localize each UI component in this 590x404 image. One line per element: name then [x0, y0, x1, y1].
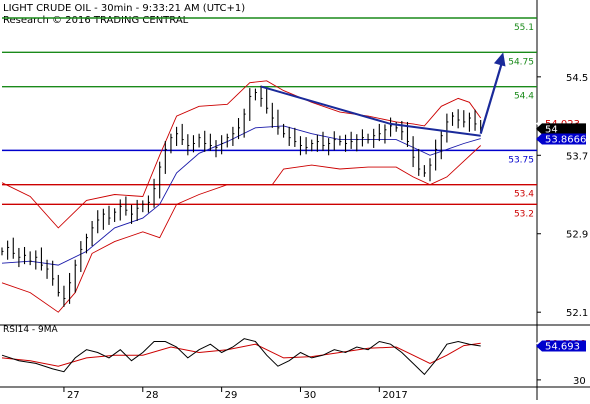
trendline — [260, 85, 481, 137]
time-tick-label: 28 — [146, 390, 159, 400]
price-tag-price: 54 — [536, 123, 586, 135]
x-axis: 27 28 29 30 2017 — [0, 386, 590, 401]
price-tag-moving_average-text: 53.8666 — [545, 134, 586, 145]
projection-arrow-shaft — [479, 58, 505, 135]
time-tick-label: 2017 — [382, 390, 407, 400]
research-credit: Research © 2016 TRADING CENTRAL — [3, 15, 189, 26]
price-tag-price-bg — [536, 123, 586, 135]
rsi-tag-rsi-bg — [536, 340, 586, 352]
level-label: 54.4 — [514, 92, 534, 102]
time-tick-label: 30 — [303, 390, 316, 400]
level-label: 53.4 — [514, 190, 534, 200]
price-tick-label: 54.5 — [566, 73, 588, 84]
level-label: 55.1 — [514, 23, 534, 33]
time-tick-label: 27 — [67, 390, 80, 400]
chart-title: LIGHT CRUDE OIL - 30min - 9:33:21 AM (UT… — [3, 3, 245, 14]
rsi-title: RSI14 - 9MA — [3, 325, 59, 335]
level-label: 54.75 — [508, 57, 534, 67]
rsi-tag-rsi-text: 54.693 — [545, 342, 580, 353]
bollinger-lower-line — [1, 145, 482, 313]
price-tick-label: 52.1 — [566, 308, 588, 319]
price-tag-price-text: 54 — [545, 124, 558, 135]
price-tick-label: 52.9 — [566, 230, 588, 241]
bollinger-upper-line — [1, 80, 482, 229]
rsi-tick-label: 30 — [573, 376, 586, 387]
price-tag-moving_average-bg — [536, 133, 586, 145]
level-label: 53.2 — [514, 209, 534, 219]
level-label: 53.75 — [508, 155, 534, 165]
projection-arrow-head — [493, 52, 506, 67]
price-tick-label: 53.7 — [566, 151, 588, 162]
rsi-tag-rsi: 54.693 — [536, 340, 586, 353]
time-tick-label: 29 — [225, 390, 238, 400]
rsi-ma-line — [1, 342, 481, 367]
moving-average-line — [1, 125, 481, 266]
rsi-line — [1, 338, 481, 376]
rsi-panel: RSI14 - 9MA3056.691854.693 — [1, 325, 586, 387]
price-tag-moving_average: 53.8666 — [536, 133, 586, 145]
